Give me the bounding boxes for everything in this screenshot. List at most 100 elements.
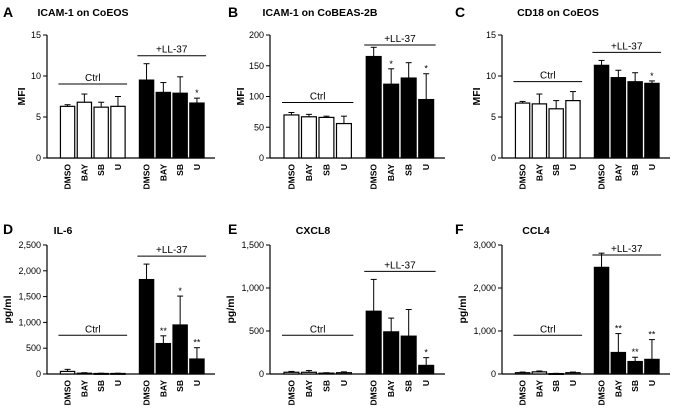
category-label: DMSO: [286, 380, 296, 406]
y-tick-label: 0: [491, 153, 496, 163]
significance-marker: *: [389, 59, 393, 69]
bar: [283, 114, 300, 159]
panel-label: A: [3, 4, 13, 20]
bar: [300, 116, 317, 159]
category-label: U: [113, 380, 123, 386]
category-label: BAY: [158, 380, 168, 397]
category-label: BAY: [534, 380, 544, 397]
category-label: DMSO: [63, 380, 73, 406]
significance-marker: **: [648, 330, 656, 340]
y-tick-label: 500: [249, 326, 264, 336]
category-label: U: [647, 164, 657, 170]
panel-label: B: [228, 4, 238, 20]
bar: [548, 108, 564, 159]
chart-panel-f: F CCL4 0 1,000 2,000 3,000 pg/ml DMSO BAY SB U DMSO…: [455, 221, 670, 406]
panel-label: C: [455, 4, 465, 20]
y-tick-label: 5: [36, 112, 41, 122]
chart-title: CXCL8: [296, 225, 331, 237]
category-label: DMSO: [286, 164, 296, 190]
y-tick-label: 200: [249, 30, 264, 40]
bar: [531, 103, 548, 159]
category-label: U: [568, 164, 578, 170]
y-axis-label: pg/ml: [2, 295, 14, 323]
bar: [138, 79, 155, 159]
category-label: DMSO: [142, 164, 152, 190]
bar: [189, 102, 205, 159]
bar: [76, 372, 93, 375]
significance-marker: **: [632, 347, 640, 357]
group-label: Ctrl: [540, 71, 556, 82]
category-label: U: [421, 380, 431, 386]
group-label: Ctrl: [85, 324, 101, 335]
bar: [155, 342, 172, 375]
significance-marker: **: [615, 324, 623, 334]
bar: [172, 324, 188, 375]
group-label: +LL-37: [384, 260, 416, 271]
y-tick-label: 0: [259, 369, 264, 379]
category-label: SB: [404, 380, 414, 392]
category-label: BAY: [386, 164, 396, 181]
bar: [400, 335, 417, 375]
category-label: U: [192, 164, 202, 170]
y-tick-label: 5: [491, 112, 496, 122]
chart-title: CD18 on CoEOS: [517, 7, 599, 19]
group-label: Ctrl: [310, 91, 326, 102]
chart-panel-b: B ICAM-1 on CoBEAS-2B 0 50 100 150 200 MFI DMSO B…: [228, 4, 445, 190]
y-tick-label: 10: [486, 71, 496, 81]
bar: [155, 91, 172, 159]
category-label: DMSO: [142, 380, 152, 406]
panel-label: E: [228, 221, 237, 237]
bar: [610, 351, 627, 375]
y-tick-label: 150: [249, 61, 264, 71]
bar: [644, 358, 660, 375]
significance-marker: *: [424, 348, 428, 358]
category-label: U: [647, 380, 657, 386]
group-label: Ctrl: [310, 324, 326, 335]
category-label: SB: [175, 380, 185, 392]
bar: [400, 77, 417, 159]
y-tick-label: 2,000: [473, 283, 496, 293]
bar: [644, 82, 660, 159]
bar: [76, 101, 93, 159]
chart-title: ICAM-1 on CoEOS: [38, 7, 129, 19]
group-label: +LL-37: [384, 34, 416, 45]
bar: [593, 64, 610, 159]
bar: [189, 358, 205, 375]
category-label: DMSO: [518, 380, 528, 406]
bar: [110, 105, 126, 159]
y-tick-label: 1,000: [18, 317, 41, 327]
y-axis-label: MFI: [235, 87, 247, 105]
y-tick-label: 0: [36, 153, 41, 163]
bar: [418, 98, 435, 159]
category-label: SB: [96, 164, 106, 176]
bar: [283, 371, 300, 375]
category-label: BAY: [613, 380, 623, 397]
y-tick-label: 1,500: [241, 240, 264, 250]
chart-panel-e: E CXCL8 0 500 1,000 1,500 pg/ml DMSO BAY SB U DMSO B…: [225, 221, 445, 406]
significance-marker: *: [424, 64, 428, 74]
bar: [59, 105, 76, 159]
y-tick-label: 0: [491, 369, 496, 379]
category-label: BAY: [304, 164, 314, 181]
group-label: +LL-37: [156, 45, 188, 56]
bar: [365, 310, 382, 375]
category-label: U: [192, 380, 202, 386]
category-label: SB: [551, 164, 561, 176]
chart-title: IL-6: [54, 225, 73, 237]
category-label: BAY: [386, 380, 396, 397]
chart-panel-d: D IL-6 0 500 1,000 1,500 2,000 2,500 pg/ml DMSO BA…: [2, 221, 215, 406]
y-tick-label: 1,000: [473, 326, 496, 336]
bar: [318, 116, 335, 159]
category-label: SB: [551, 380, 561, 392]
group-label: Ctrl: [85, 73, 101, 84]
category-label: DMSO: [63, 164, 73, 190]
y-axis-label: pg/ml: [457, 295, 469, 323]
group-label: +LL-37: [611, 41, 643, 52]
significance-marker: **: [193, 338, 201, 348]
bar: [593, 266, 610, 375]
category-label: U: [113, 164, 123, 170]
bar: [565, 372, 581, 375]
bar: [418, 364, 435, 375]
category-label: SB: [96, 380, 106, 392]
